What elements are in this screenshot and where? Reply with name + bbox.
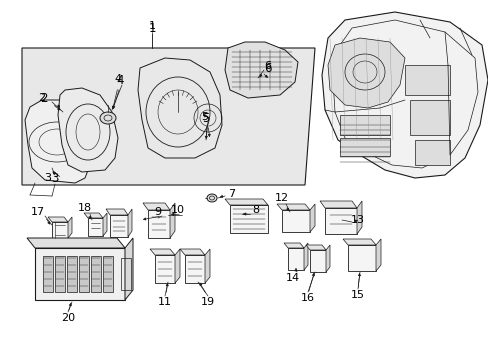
Text: 3: 3 [44, 173, 51, 183]
Bar [43, 256, 53, 292]
Polygon shape [68, 217, 72, 238]
Text: 7: 7 [228, 189, 235, 199]
Polygon shape [110, 215, 128, 237]
Polygon shape [287, 248, 304, 270]
Text: 14: 14 [285, 273, 300, 283]
Polygon shape [204, 249, 209, 283]
Ellipse shape [100, 112, 116, 124]
Polygon shape [148, 210, 170, 238]
Polygon shape [184, 255, 204, 283]
Text: 13: 13 [350, 215, 364, 225]
Polygon shape [319, 201, 356, 208]
Polygon shape [58, 88, 118, 172]
Bar [103, 256, 113, 292]
Text: 10: 10 [171, 205, 184, 215]
Bar [339, 138, 389, 156]
Text: 3: 3 [51, 171, 59, 184]
Polygon shape [276, 204, 309, 210]
Bar [79, 256, 89, 292]
Text: 6: 6 [264, 62, 271, 75]
Polygon shape [327, 38, 404, 108]
Bar [414, 140, 449, 165]
Bar [121, 258, 131, 290]
Polygon shape [125, 238, 133, 300]
Bar [404, 65, 449, 95]
Polygon shape [103, 213, 107, 236]
Polygon shape [27, 238, 125, 248]
Polygon shape [342, 239, 375, 245]
Polygon shape [375, 239, 380, 271]
Polygon shape [309, 250, 325, 272]
Text: 18: 18 [78, 203, 92, 213]
Polygon shape [304, 243, 307, 270]
Text: 20: 20 [61, 313, 75, 323]
Ellipse shape [206, 194, 217, 202]
Bar [55, 256, 65, 292]
Polygon shape [88, 218, 103, 236]
Polygon shape [142, 203, 170, 210]
Polygon shape [356, 201, 361, 234]
Polygon shape [170, 203, 175, 238]
Text: 9: 9 [154, 207, 161, 217]
Polygon shape [35, 248, 125, 300]
Text: 16: 16 [301, 293, 314, 303]
Bar [91, 256, 101, 292]
Polygon shape [22, 48, 314, 185]
Text: 4: 4 [114, 74, 122, 84]
Text: 6: 6 [264, 61, 271, 71]
Polygon shape [309, 204, 314, 232]
Polygon shape [347, 245, 375, 271]
Polygon shape [224, 42, 297, 98]
Text: 11: 11 [158, 297, 172, 307]
Text: 5: 5 [202, 112, 209, 125]
Text: 12: 12 [274, 193, 288, 203]
Text: 19: 19 [201, 297, 215, 307]
Polygon shape [52, 222, 68, 238]
Text: 15: 15 [350, 290, 364, 300]
Text: 17: 17 [31, 207, 45, 217]
Polygon shape [128, 209, 132, 237]
Polygon shape [25, 100, 90, 183]
Polygon shape [325, 208, 356, 234]
Polygon shape [229, 205, 267, 233]
Text: 1: 1 [148, 21, 155, 31]
Text: 2: 2 [39, 93, 45, 103]
Text: 1: 1 [148, 22, 156, 35]
Polygon shape [150, 249, 175, 255]
Bar [67, 256, 77, 292]
Polygon shape [84, 213, 103, 218]
Polygon shape [284, 243, 304, 248]
Polygon shape [106, 209, 128, 215]
Polygon shape [155, 255, 175, 283]
Bar [409, 100, 449, 135]
Polygon shape [180, 249, 204, 255]
Polygon shape [138, 58, 222, 158]
Text: 4: 4 [116, 73, 123, 86]
Polygon shape [305, 245, 325, 250]
Text: 8: 8 [252, 205, 259, 215]
Polygon shape [321, 12, 487, 178]
Bar [339, 115, 389, 135]
Polygon shape [175, 249, 180, 283]
Polygon shape [48, 217, 68, 222]
Polygon shape [325, 245, 329, 272]
Text: 5: 5 [201, 112, 208, 122]
Polygon shape [282, 210, 309, 232]
Polygon shape [224, 199, 267, 205]
Text: 2: 2 [40, 91, 48, 104]
